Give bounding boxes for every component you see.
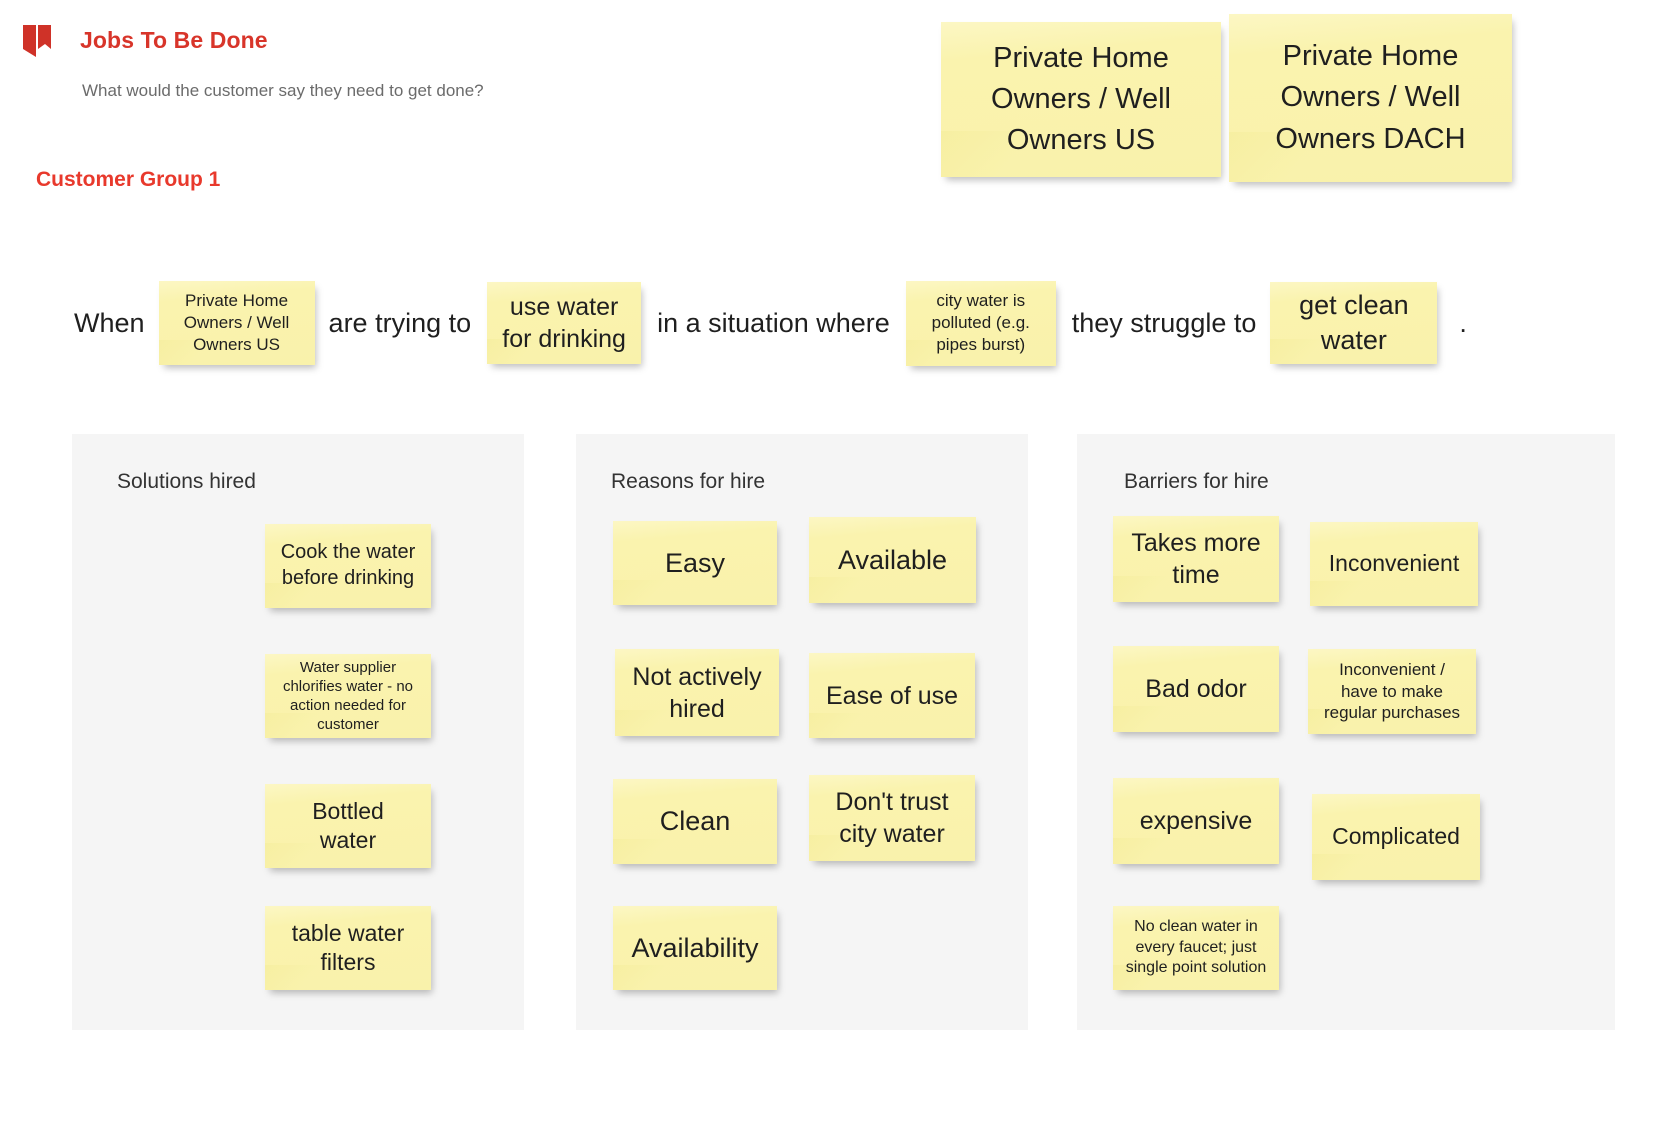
note-reason-1[interactable]: Easy xyxy=(613,521,777,605)
note-barrier-4[interactable]: Inconvenient / have to make regular purc… xyxy=(1308,649,1476,734)
note-solution-1[interactable]: Cook the water before drinking xyxy=(265,524,431,608)
note-reason-3[interactable]: Not actively hired xyxy=(615,649,779,736)
open-book-logo-icon xyxy=(22,24,52,58)
note-reason-4[interactable]: Ease of use xyxy=(809,653,975,738)
customer-group-label: Customer Group 1 xyxy=(36,168,221,191)
note-text: Bottled water xyxy=(312,797,384,853)
note-text: Inconvenient xyxy=(1328,550,1460,577)
note-text: Availability xyxy=(631,932,759,963)
note-text: Easy xyxy=(664,547,726,578)
sentence-part-trying-to: are trying to xyxy=(328,307,472,338)
jtbd-sentence: When Private Home Owners / Well Owners U… xyxy=(74,268,1594,378)
note-text: Clean xyxy=(659,806,731,837)
sentence-part-struggle: they struggle to xyxy=(1071,307,1257,338)
sentence-note-struggle-text: get clean water xyxy=(1299,290,1409,355)
sentence-note-struggle[interactable]: get clean water xyxy=(1270,282,1438,364)
note-text: Water supplier chlorifies water - no act… xyxy=(282,658,414,734)
note-text: No clean water in every faucet; just sin… xyxy=(1125,918,1267,977)
note-text: table water filters xyxy=(291,919,405,975)
panel-solutions-hired: Solutions hired Cook the water before dr… xyxy=(72,434,524,1030)
note-text: Don't trust city water xyxy=(835,788,949,848)
sentence-period: . xyxy=(1459,307,1467,338)
panel-reasons-for-hire: Reasons for hire Easy Available Not acti… xyxy=(576,434,1028,1030)
note-text: Ease of use xyxy=(825,681,959,710)
note-reason-6[interactable]: Don't trust city water xyxy=(809,775,975,861)
note-solution-4[interactable]: table water filters xyxy=(265,906,431,990)
persona-note-text: Private Home Owners / Well Owners US xyxy=(991,41,1171,157)
panel-title-barriers: Barriers for hire xyxy=(1124,470,1269,493)
note-barrier-3[interactable]: Bad odor xyxy=(1113,646,1279,732)
sentence-note-action[interactable]: use water for drinking xyxy=(487,282,642,364)
note-solution-3[interactable]: Bottled water xyxy=(265,784,431,868)
sentence-note-situation[interactable]: city water is polluted (e.g. pipes burst… xyxy=(905,280,1056,366)
note-text: Takes more time xyxy=(1131,529,1261,589)
sentence-note-persona-text: Private Home Owners / Well Owners US xyxy=(183,291,290,354)
panel-title-reasons: Reasons for hire xyxy=(611,470,766,493)
persona-note-text: Private Home Owners / Well Owners DACH xyxy=(1275,40,1466,155)
sentence-part-when: When xyxy=(74,307,145,338)
note-text: Available xyxy=(837,544,948,575)
sentence-note-persona[interactable]: Private Home Owners / Well Owners US xyxy=(158,281,315,365)
persona-note-dach[interactable]: Private Home Owners / Well Owners DACH xyxy=(1229,14,1512,182)
note-text: Inconvenient / have to make regular purc… xyxy=(1323,659,1461,723)
note-barrier-7[interactable]: No clean water in every faucet; just sin… xyxy=(1113,906,1279,990)
note-text: expensive xyxy=(1139,807,1253,835)
note-barrier-5[interactable]: expensive xyxy=(1113,778,1279,864)
note-reason-5[interactable]: Clean xyxy=(613,779,777,864)
panel-title-solutions: Solutions hired xyxy=(117,470,256,493)
note-text: Not actively hired xyxy=(632,662,762,723)
page-subtitle: What would the customer say they need to… xyxy=(82,81,484,100)
page-title: Jobs To Be Done xyxy=(80,27,268,53)
note-reason-7[interactable]: Availability xyxy=(613,906,777,990)
note-barrier-6[interactable]: Complicated xyxy=(1312,794,1480,880)
note-reason-2[interactable]: Available xyxy=(809,517,976,603)
sentence-note-situation-text: city water is polluted (e.g. pipes burst… xyxy=(931,291,1030,354)
sentence-part-situation: in a situation where xyxy=(657,307,890,338)
note-barrier-1[interactable]: Takes more time xyxy=(1113,516,1279,602)
note-solution-2[interactable]: Water supplier chlorifies water - no act… xyxy=(265,654,431,738)
note-barrier-2[interactable]: Inconvenient xyxy=(1310,522,1478,606)
persona-note-us[interactable]: Private Home Owners / Well Owners US xyxy=(941,22,1221,177)
panel-barriers-for-hire: Barriers for hire Takes more time Inconv… xyxy=(1077,434,1615,1030)
note-text: Cook the water before drinking xyxy=(280,541,416,589)
note-text: Bad odor xyxy=(1145,675,1247,703)
note-text: Complicated xyxy=(1332,823,1460,850)
sentence-note-action-text: use water for drinking xyxy=(502,293,626,353)
